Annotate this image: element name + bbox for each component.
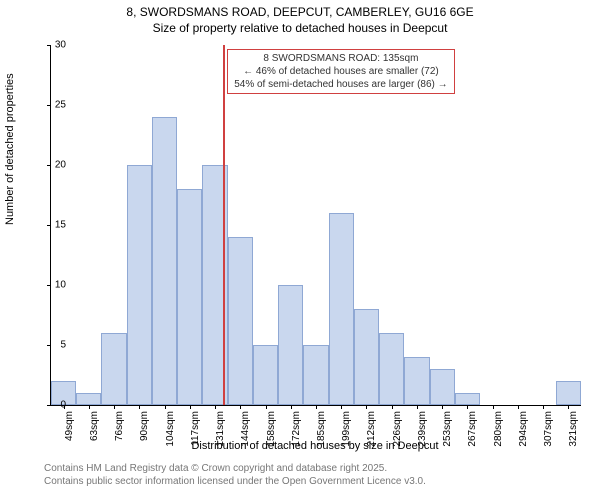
annotation-line: 8 SWORDSMANS ROAD: 135sqm — [234, 52, 447, 65]
histogram-bar — [253, 345, 278, 405]
xtick-mark — [240, 405, 241, 409]
histogram-bar — [303, 345, 328, 405]
xtick-label: 76sqm — [114, 411, 125, 441]
xtick-mark — [165, 405, 166, 409]
xtick-mark — [190, 405, 191, 409]
title-line1: 8, SWORDSMANS ROAD, DEEPCUT, CAMBERLEY, … — [0, 5, 600, 21]
xtick-mark — [89, 405, 90, 409]
xtick-mark — [467, 405, 468, 409]
xtick-label: 49sqm — [64, 411, 75, 441]
xtick-mark — [114, 405, 115, 409]
xtick-mark — [493, 405, 494, 409]
title-block: 8, SWORDSMANS ROAD, DEEPCUT, CAMBERLEY, … — [0, 0, 600, 36]
histogram-bar — [430, 369, 455, 405]
ytick-label: 5 — [46, 340, 66, 351]
xtick-mark — [417, 405, 418, 409]
plot-area: 49sqm63sqm76sqm90sqm104sqm117sqm131sqm14… — [50, 45, 581, 406]
histogram-bar — [177, 189, 202, 405]
annotation-line: 54% of semi-detached houses are larger (… — [234, 78, 447, 91]
xtick-mark — [568, 405, 569, 409]
histogram-bar — [404, 357, 429, 405]
histogram-bar — [329, 213, 354, 405]
ytick-label: 20 — [46, 160, 66, 171]
title-line2: Size of property relative to detached ho… — [0, 21, 600, 37]
xtick-mark — [442, 405, 443, 409]
histogram-bar — [278, 285, 303, 405]
ytick-label: 30 — [46, 40, 66, 51]
histogram-bar — [354, 309, 379, 405]
xtick-mark — [291, 405, 292, 409]
xtick-mark — [518, 405, 519, 409]
ytick-label: 25 — [46, 100, 66, 111]
annotation-line: ← 46% of detached houses are smaller (72… — [234, 65, 447, 78]
xtick-mark — [316, 405, 317, 409]
histogram-bar — [152, 117, 177, 405]
marker-vline — [223, 45, 225, 405]
y-axis-label: Number of detached properties — [4, 73, 16, 225]
histogram-bar — [127, 165, 152, 405]
xtick-mark — [366, 405, 367, 409]
xtick-mark — [392, 405, 393, 409]
xtick-mark — [543, 405, 544, 409]
footer-line1: Contains HM Land Registry data © Crown c… — [44, 462, 426, 475]
histogram-bar — [101, 333, 126, 405]
annotation-box: 8 SWORDSMANS ROAD: 135sqm← 46% of detach… — [227, 49, 454, 94]
histogram-bar — [228, 237, 253, 405]
footer-line2: Contains public sector information licen… — [44, 475, 426, 488]
x-axis-label: Distribution of detached houses by size … — [50, 440, 580, 452]
xtick-label: 90sqm — [139, 411, 150, 441]
histogram-bar — [455, 393, 480, 405]
ytick-label: 15 — [46, 220, 66, 231]
ytick-label: 0 — [46, 400, 66, 411]
footer-attribution: Contains HM Land Registry data © Crown c… — [44, 462, 426, 488]
ytick-label: 10 — [46, 280, 66, 291]
xtick-mark — [215, 405, 216, 409]
chart-container: 8, SWORDSMANS ROAD, DEEPCUT, CAMBERLEY, … — [0, 0, 600, 500]
xtick-mark — [139, 405, 140, 409]
xtick-mark — [341, 405, 342, 409]
xtick-mark — [266, 405, 267, 409]
histogram-bar — [76, 393, 101, 405]
histogram-bar — [379, 333, 404, 405]
histogram-bar — [556, 381, 581, 405]
xtick-label: 63sqm — [89, 411, 100, 441]
